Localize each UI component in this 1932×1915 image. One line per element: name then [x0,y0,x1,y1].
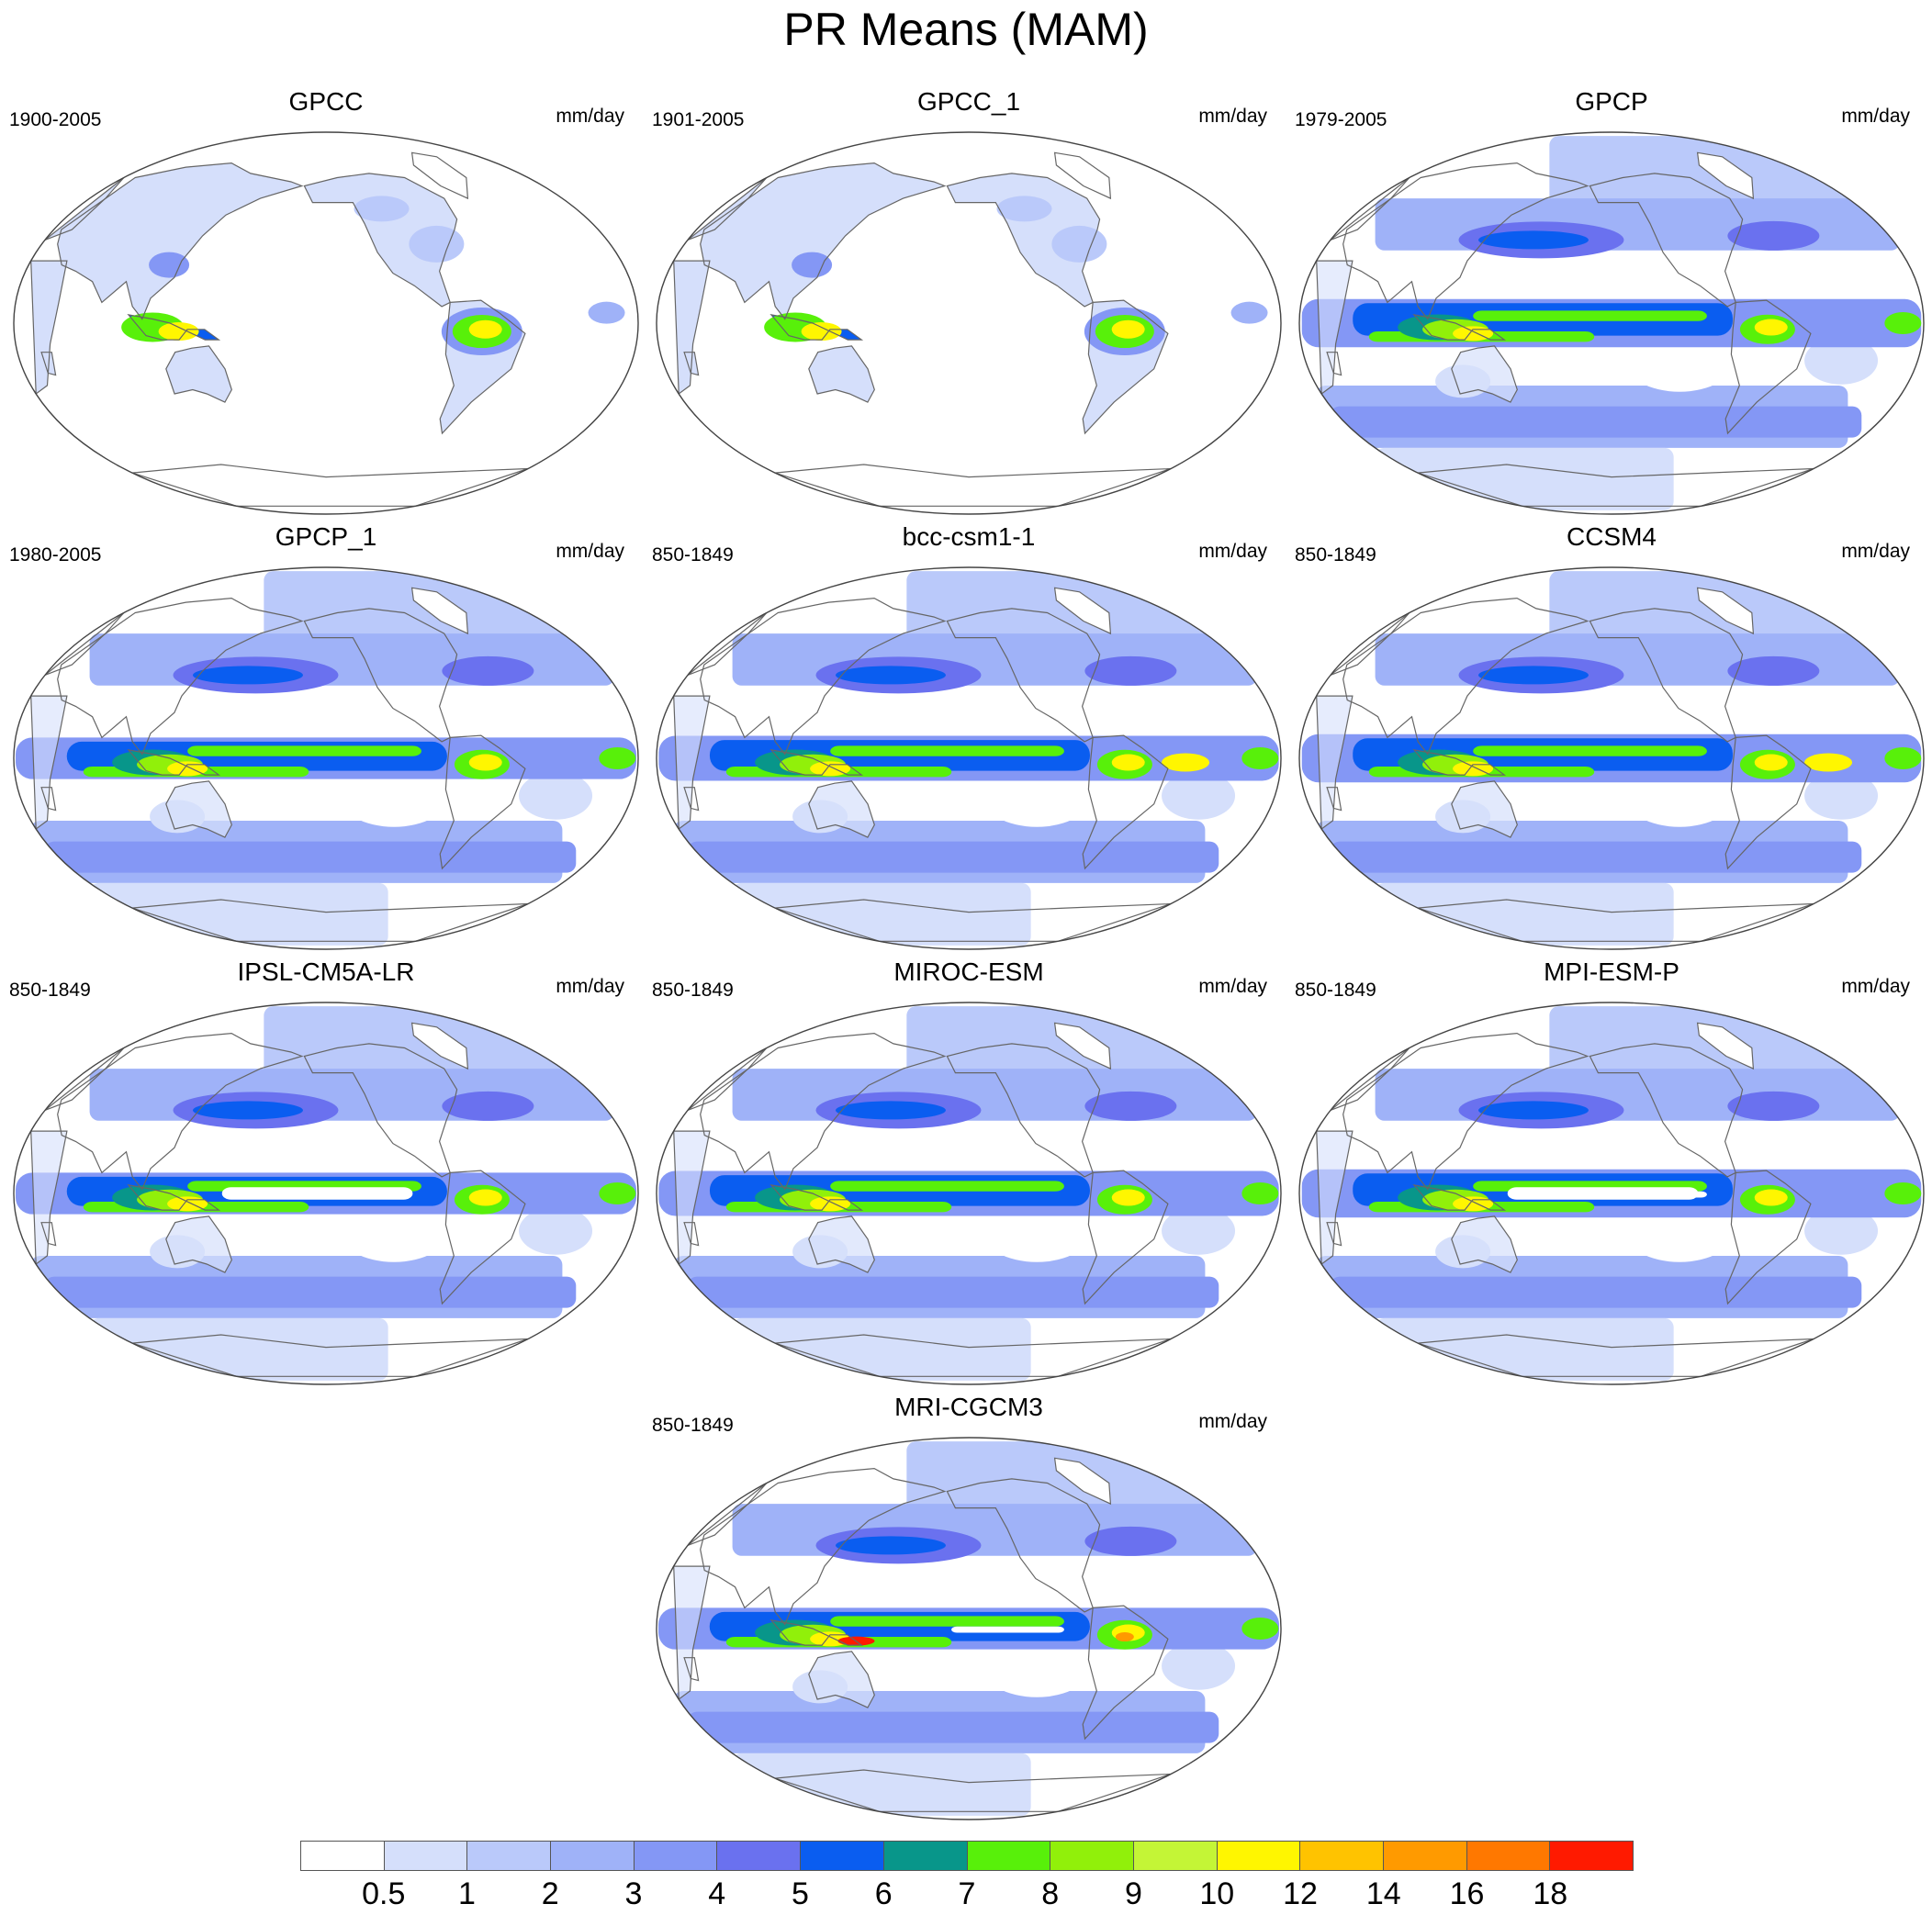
map-panel-gpcp: GPCP 1979-2005 mm/day [1293,86,1930,518]
precipitation-map [656,131,1282,515]
map-panel-miroc-esm: MIROC-ESM 850-1849 mm/day [650,957,1287,1388]
colorbar-tick-label: 2 [541,1876,559,1911]
panel-title: CCSM4 [1566,522,1657,551]
panel-period: 1980-2005 [9,544,102,566]
colorbar-swatch [1050,1841,1134,1871]
panel-unit-label: mm/day [1198,541,1267,562]
map-panel-ipsl-cm5a-lr: IPSL-CM5A-LR 850-1849 mm/day [7,957,645,1388]
colorbar-swatch [883,1841,968,1871]
colorbar-swatch [300,1841,385,1871]
colorbar-tick-label: 5 [792,1876,809,1911]
panel-title: MPI-ESM-P [1544,958,1679,986]
colorbar-swatch [1300,1841,1384,1871]
panel-title: GPCP [1575,87,1648,116]
colorbar-tick-label: 6 [874,1876,893,1911]
precipitation-map [13,566,639,950]
panel-title: GPCC_1 [916,87,1021,116]
precipitation-map [656,1002,1282,1385]
panel-period: 850-1849 [652,1415,734,1436]
panel-period: 850-1849 [652,980,734,1001]
colorbar: 0.5 1 2 3 4 5 6 7 8 9 10 12 14 16 18 [300,1841,1634,1912]
colorbar-tick-label: 10 [1199,1876,1235,1911]
panel-title: IPSL-CM5A-LR [237,958,415,986]
colorbar-swatch [1383,1841,1467,1871]
colorbar-tick-label: 18 [1533,1876,1568,1911]
colorbar-swatch [1217,1841,1301,1871]
panel-period: 850-1849 [1295,544,1376,566]
panel-title: GPCC [288,87,364,116]
colorbar-swatch [801,1841,884,1871]
panel-unit-label: mm/day [556,976,624,997]
panel-period: 850-1849 [9,980,91,1001]
map-panel-gpcc: GPCC 1900-2005 mm/day [7,86,645,518]
panel-period: 1901-2005 [652,109,745,130]
panel-title: GPCP_1 [275,522,377,551]
colorbar-swatch [717,1841,802,1871]
colorbar-swatch [634,1841,718,1871]
panel-unit-label: mm/day [1198,106,1267,127]
colorbar-tick-label: 9 [1125,1876,1142,1911]
colorbar-tick-label: 8 [1041,1876,1060,1911]
map-panel-gpcp_1: GPCP_1 1980-2005 mm/day [7,521,645,953]
colorbar-tick-label: 12 [1283,1876,1318,1911]
colorbar-tick-label: 7 [958,1876,976,1911]
colorbar-swatch [551,1841,635,1871]
precipitation-map [1298,566,1925,950]
colorbar-swatch [967,1841,1051,1871]
panel-period: 850-1849 [1295,980,1376,1001]
panel-period: 850-1849 [652,544,734,566]
panel-title: bcc-csm1-1 [902,522,1036,551]
precipitation-map [1298,1002,1925,1385]
colorbar-swatch [384,1841,468,1871]
colorbar-tick-label: 16 [1449,1876,1485,1911]
map-panel-mri-cgcm3: MRI-CGCM3 850-1849 mm/day [650,1392,1287,1823]
colorbar-boxes [300,1841,1634,1871]
colorbar-tick-label: 1 [458,1876,476,1911]
precipitation-map [656,566,1282,950]
panel-unit-label: mm/day [1841,541,1910,562]
precipitation-map [1298,131,1925,515]
colorbar-tick-label: 0.5 [362,1876,406,1911]
panel-title: MIROC-ESM [893,958,1044,986]
map-panel-gpcc_1: GPCC_1 1901-2005 mm/day [650,86,1287,518]
colorbar-tick-label: 3 [624,1876,643,1911]
colorbar-tick-label: 4 [708,1876,726,1911]
precipitation-map [656,1437,1282,1820]
panel-unit-label: mm/day [1198,1411,1267,1432]
colorbar-swatch [467,1841,552,1871]
colorbar-swatch [1133,1841,1218,1871]
map-panel-ccsm4: CCSM4 850-1849 mm/day [1293,521,1930,953]
figure-title: PR Means (MAM) [783,4,1149,55]
map-panel-mpi-esm-p: MPI-ESM-P 850-1849 mm/day [1293,957,1930,1388]
colorbar-tick-label: 14 [1365,1876,1401,1911]
panel-unit-label: mm/day [1198,976,1267,997]
colorbar-swatch [1550,1841,1634,1871]
precipitation-map [13,1002,639,1385]
panel-period: 1979-2005 [1295,109,1387,130]
panel-unit-label: mm/day [1841,106,1910,127]
colorbar-swatch [1466,1841,1551,1871]
panel-unit-label: mm/day [556,106,624,127]
panel-unit-label: mm/day [556,541,624,562]
map-panel-bcc-csm1-1: bcc-csm1-1 850-1849 mm/day [650,521,1287,953]
panel-period: 1900-2005 [9,109,102,130]
panel-unit-label: mm/day [1841,976,1910,997]
panel-title: MRI-CGCM3 [894,1393,1043,1421]
precipitation-map [13,131,639,515]
